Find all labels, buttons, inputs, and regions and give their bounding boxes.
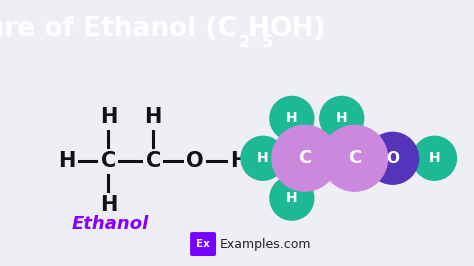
Text: H: H bbox=[286, 111, 298, 125]
Text: 5: 5 bbox=[262, 35, 273, 50]
Circle shape bbox=[272, 125, 338, 191]
Circle shape bbox=[241, 136, 285, 180]
Text: C: C bbox=[298, 149, 311, 167]
Text: H: H bbox=[428, 151, 440, 165]
Text: C: C bbox=[100, 151, 116, 171]
Text: Ex: Ex bbox=[196, 239, 210, 249]
Circle shape bbox=[322, 125, 388, 191]
Text: H: H bbox=[100, 107, 117, 127]
Text: C: C bbox=[146, 151, 161, 171]
Text: H: H bbox=[257, 151, 269, 165]
Text: H: H bbox=[286, 191, 298, 205]
Text: H: H bbox=[248, 16, 270, 42]
Circle shape bbox=[270, 176, 314, 220]
Circle shape bbox=[270, 96, 314, 140]
Text: O: O bbox=[186, 151, 204, 171]
Text: H: H bbox=[100, 195, 117, 215]
Text: Structure of Ethanol (C: Structure of Ethanol (C bbox=[0, 16, 237, 42]
Text: O: O bbox=[386, 151, 399, 166]
Circle shape bbox=[412, 136, 456, 180]
Text: OH): OH) bbox=[270, 16, 327, 42]
FancyBboxPatch shape bbox=[190, 232, 216, 256]
Circle shape bbox=[367, 132, 419, 184]
Text: H: H bbox=[230, 151, 248, 171]
Text: C: C bbox=[348, 149, 361, 167]
Text: Ethanol: Ethanol bbox=[72, 215, 149, 233]
Circle shape bbox=[320, 96, 364, 140]
Text: H: H bbox=[58, 151, 75, 171]
Text: H: H bbox=[145, 107, 162, 127]
Text: H: H bbox=[336, 111, 347, 125]
Text: Examples.com: Examples.com bbox=[220, 238, 311, 251]
Text: 2: 2 bbox=[239, 35, 250, 50]
